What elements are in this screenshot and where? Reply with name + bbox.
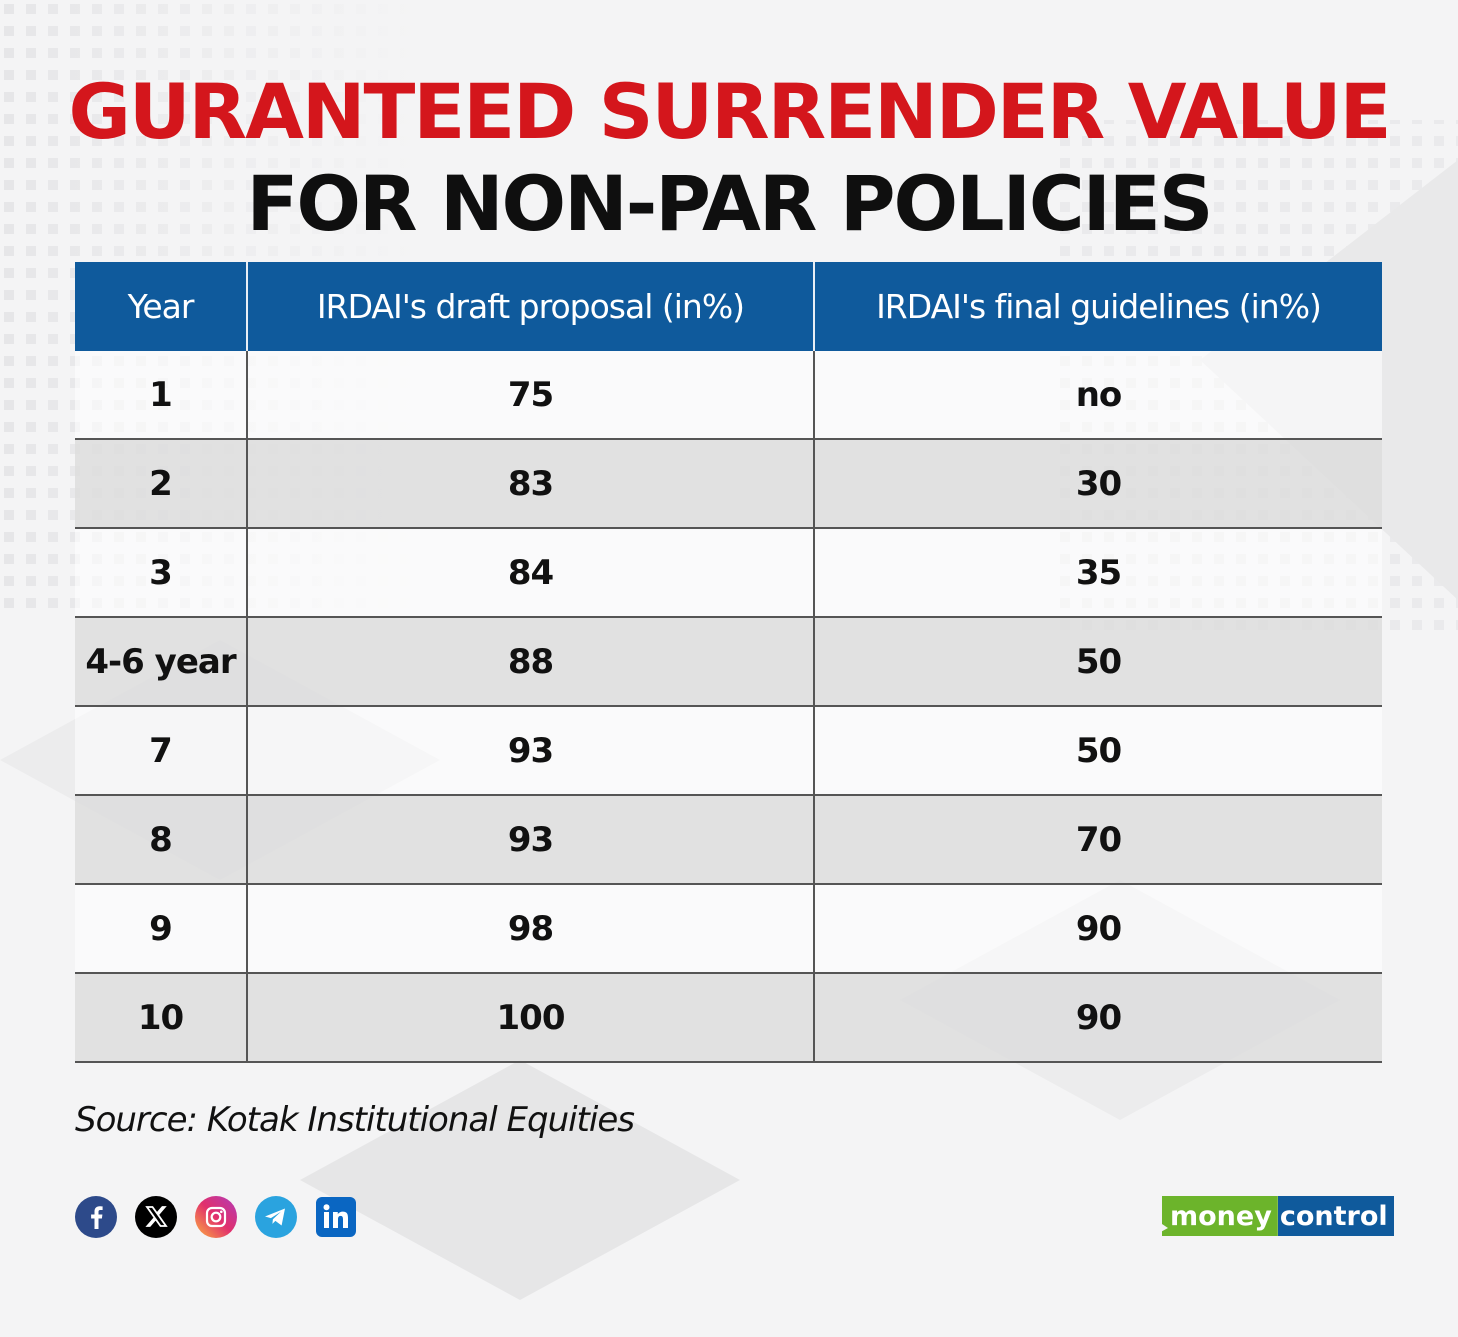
cell-year: 9: [75, 885, 248, 972]
linkedin-icon[interactable]: [315, 1196, 357, 1238]
x-icon[interactable]: [135, 1196, 177, 1238]
cell-final: no: [1075, 374, 1123, 415]
cell-draft: 93: [248, 796, 815, 883]
moneycontrol-logo: money control: [1162, 1196, 1394, 1236]
cell-draft: 84: [248, 529, 815, 616]
header-draft-proposal: IRDAI's draft proposal (in%): [248, 262, 815, 351]
table-header: Year IRDAI's draft proposal (in%) IRDAI'…: [75, 262, 1382, 351]
table-row: 10 100 90: [75, 974, 1382, 1063]
cell-year: 4-6 year: [75, 618, 248, 705]
table-row: 8 93 70: [75, 796, 1382, 885]
header-year: Year: [75, 262, 248, 351]
cell-draft: 75: [248, 351, 815, 438]
cell-final: 50: [1075, 730, 1122, 771]
instagram-icon[interactable]: [195, 1196, 237, 1238]
cell-final: 90: [1075, 908, 1122, 949]
facebook-icon[interactable]: [75, 1196, 117, 1238]
cell-year: 7: [75, 707, 248, 794]
table-row: 9 98 90: [75, 885, 1382, 974]
cell-draft: 83: [248, 440, 815, 527]
surrender-value-table: Year IRDAI's draft proposal (in%) IRDAI'…: [75, 262, 1382, 1063]
header-final-guidelines: IRDAI's final guidelines (in%): [876, 287, 1322, 326]
table-row: 1 75 no: [75, 351, 1382, 440]
logo-money: money: [1162, 1196, 1278, 1236]
telegram-icon[interactable]: [255, 1196, 297, 1238]
cell-year: 1: [75, 351, 248, 438]
title-line-1: GURANTEED SURRENDER VALUE: [68, 67, 1391, 156]
logo-control: control: [1277, 1196, 1394, 1236]
cell-final: 30: [1075, 463, 1122, 504]
cell-draft: 88: [248, 618, 815, 705]
cell-draft: 93: [248, 707, 815, 794]
table-row: 7 93 50: [75, 707, 1382, 796]
cell-draft: 98: [248, 885, 815, 972]
table-row: 3 84 35: [75, 529, 1382, 618]
cell-year: 3: [75, 529, 248, 616]
cell-year: 8: [75, 796, 248, 883]
cell-year: 10: [75, 974, 248, 1061]
cell-final: 50: [1075, 641, 1122, 682]
cell-final: 90: [1075, 997, 1122, 1038]
cell-final: 70: [1075, 819, 1122, 860]
source-note: Source: Kotak Institutional Equities: [75, 1100, 635, 1140]
table-row: 4-6 year 88 50: [75, 618, 1382, 707]
title-line-2: FOR NON-PAR POLICIES: [246, 159, 1213, 248]
social-links: [75, 1196, 357, 1238]
cell-year: 2: [75, 440, 248, 527]
cell-draft: 100: [248, 974, 815, 1061]
cell-final: 35: [1075, 552, 1122, 593]
table-row: 2 83 30: [75, 440, 1382, 529]
